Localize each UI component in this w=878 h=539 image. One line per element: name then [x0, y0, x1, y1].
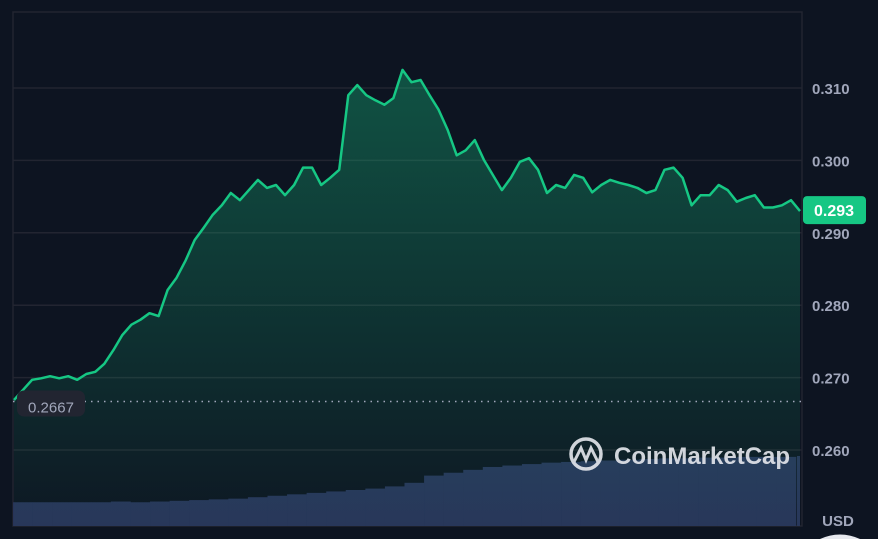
- currency-label: USD: [822, 513, 854, 530]
- y-axis: 0.310 0.300 0.290 0.280 0.270 0.260: [812, 81, 850, 460]
- y-tick-label: 0.260: [812, 443, 850, 460]
- y-tick-label: 0.280: [812, 298, 850, 315]
- scroll-indicator: [820, 534, 860, 539]
- reference-label: 0.2667: [17, 390, 85, 417]
- reference-label-text: 0.2667: [28, 399, 74, 416]
- y-tick-label: 0.290: [812, 226, 850, 243]
- coinmarketcap-logo: CoinMarketCap: [569, 437, 790, 471]
- y-tick-label: 0.300: [812, 153, 850, 170]
- current-price-text: 0.293: [814, 203, 854, 220]
- coinmarketcap-logo-icon: [569, 437, 603, 471]
- watermark-text: CoinMarketCap: [614, 443, 790, 470]
- price-line: [13, 68, 801, 401]
- y-tick-label: 0.270: [812, 371, 850, 388]
- current-price-badge: 0.293: [803, 196, 866, 225]
- y-tick-label: 0.310: [812, 81, 850, 98]
